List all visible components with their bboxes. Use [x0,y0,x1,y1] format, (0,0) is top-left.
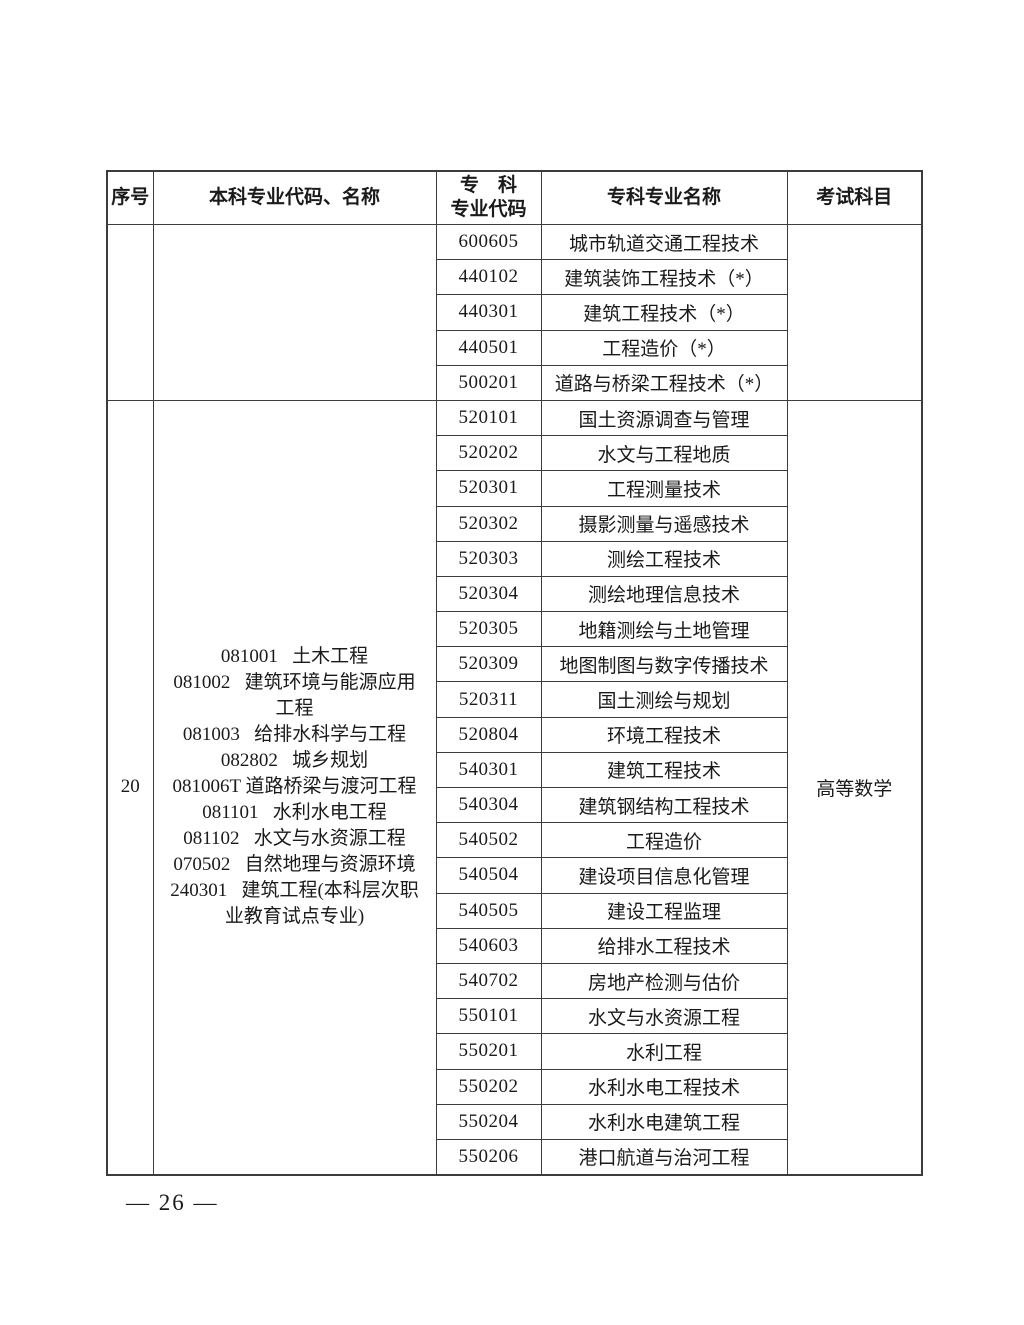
table-row: 550206 港口航道与治河工程 [107,1138,922,1176]
table-row: 520804 环境工程技术 [107,716,922,753]
college-name-cell: 工程造价（*） [540,329,788,366]
table-row: 520305 地籍测绘与土地管理 [107,611,922,648]
college-code-cell: 520303 [435,540,542,577]
college-code-cell: 540301 [435,751,542,789]
college-name-cell: 水文与水资源工程 [540,998,788,1035]
college-code-cell: 520309 [435,646,542,683]
college-code-cell: 540502 [435,822,542,859]
college-name-cell: 房地产检测与估价 [540,962,788,1000]
college-code-cell: 520202 [435,435,542,472]
college-code-cell: 520804 [435,716,542,753]
college-name-cell: 地籍测绘与土地管理 [540,611,788,648]
table-row: 540502 工程造价 [107,822,922,859]
exam-subject-cell [786,224,923,401]
table-row: 520202 水文与工程地质 [107,435,922,472]
college-code-cell: 540304 [435,786,542,824]
college-code-cell: 520302 [435,505,542,542]
college-name-cell: 水利工程 [540,1033,788,1070]
table-row: 540504 建设项目信息化管理 [107,857,922,894]
college-code-cell: 520304 [435,575,542,613]
college-code-cell: 540603 [435,927,542,964]
table-row: 520311 国土测绘与规划 [107,681,922,718]
table-row: 600605 城市轨道交通工程技术 [106,223,923,401]
header-exam: 考试科目 [786,170,923,225]
college-code-cell: 520101 [435,399,542,437]
college-name-cell: 摄影测量与遥感技术 [540,505,788,542]
undergrad-majors-cell [152,224,437,401]
college-name-cell: 国土资源调查与管理 [540,399,788,437]
college-name-cell: 水利水电建筑工程 [540,1103,788,1140]
page-number: — 26 — [126,1190,219,1215]
college-code-cell: 540505 [435,892,542,929]
seq-cell: 20 [106,399,154,1176]
college-name-cell: 测绘工程技术 [540,540,788,577]
table-row: 440301 建筑工程技术（*） [107,294,922,331]
college-name-cell: 港口航道与治河工程 [540,1138,788,1176]
college-name-cell: 国土测绘与规划 [540,681,788,718]
table-row: 540301 建筑工程技术 [107,751,922,789]
majors-table: 序号 本科专业代码、名称 专 科 专业代码 专科专业名称 考试科目 600605… [106,170,923,1176]
college-code-cell: 550204 [435,1103,542,1140]
college-code-cell: 550201 [435,1033,542,1070]
seq-cell [106,224,154,401]
header-college-code: 专 科 专业代码 [435,170,542,225]
college-code-cell: 440301 [435,294,542,331]
table-row: 550201 水利工程 [107,1033,922,1070]
table-row: 520301 工程测量技术 [107,470,922,507]
college-code-cell: 600605 [435,223,542,261]
college-name-cell: 工程测量技术 [540,470,788,507]
college-name-cell: 环境工程技术 [540,716,788,753]
table-row: 500201 道路与桥梁工程技术（*） [107,364,922,401]
table-row: 540702 房地产检测与估价 [107,962,922,1000]
table-row: 550204 水利水电建筑工程 [107,1103,922,1140]
college-code-cell: 550206 [435,1138,542,1176]
college-code-cell: 550101 [435,998,542,1035]
header-undergrad: 本科专业代码、名称 [152,170,437,225]
table-row: 20 081001 土木工程 081002 建筑环境与能源应用 工程 08100… [106,399,923,1176]
college-code-cell: 440102 [435,259,542,296]
college-code-cell: 500201 [435,364,542,401]
college-name-cell: 地图制图与数字传播技术 [540,646,788,683]
college-name-cell: 建筑工程技术（*） [540,294,788,331]
header-row: 序号 本科专业代码、名称 专 科 专业代码 专科专业名称 考试科目 [106,170,923,225]
table-row: 520303 测绘工程技术 [107,540,922,577]
header-college-name: 专科专业名称 [540,170,788,225]
exam-subject-cell: 高等数学 [786,399,923,1176]
college-code-cell: 520311 [435,681,542,718]
college-name-cell: 建筑钢结构工程技术 [540,786,788,824]
college-name-cell: 道路与桥梁工程技术（*） [540,364,788,401]
college-name-cell: 水利水电工程技术 [540,1068,788,1105]
college-code-cell: 540702 [435,962,542,1000]
college-name-cell: 工程造价 [540,822,788,859]
table-row: 440501 工程造价（*） [107,329,922,366]
college-name-cell: 建筑装饰工程技术（*） [540,259,788,296]
college-name-cell: 城市轨道交通工程技术 [540,223,788,261]
table-row: 440102 建筑装饰工程技术（*） [107,259,922,296]
college-name-cell: 建设项目信息化管理 [540,857,788,894]
table-row: 550202 水利水电工程技术 [107,1068,922,1105]
table-row: 540304 建筑钢结构工程技术 [107,786,922,824]
college-name-cell: 给排水工程技术 [540,927,788,964]
college-name-cell: 水文与工程地质 [540,435,788,472]
college-code-cell: 540504 [435,857,542,894]
college-code-cell: 440501 [435,329,542,366]
college-code-cell: 520301 [435,470,542,507]
college-code-cell: 550202 [435,1068,542,1105]
table-row: 520302 摄影测量与遥感技术 [107,505,922,542]
table-row: 520309 地图制图与数字传播技术 [107,646,922,683]
header-seq: 序号 [106,170,154,225]
undergrad-majors-cell: 081001 土木工程 081002 建筑环境与能源应用 工程 081003 给… [152,399,437,1176]
college-code-cell: 520305 [435,611,542,648]
college-name-cell: 建筑工程技术 [540,751,788,789]
college-name-cell: 测绘地理信息技术 [540,575,788,613]
college-name-cell: 建设工程监理 [540,892,788,929]
